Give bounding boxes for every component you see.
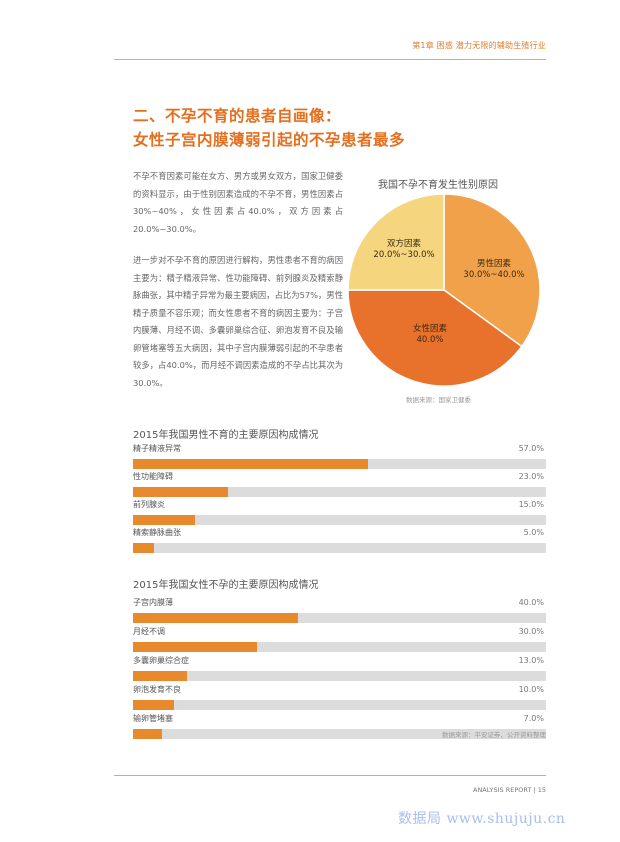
female-bar-track <box>133 642 546 652</box>
female-bar-label: 输卵管堵塞 <box>133 714 173 723</box>
male-bar-track <box>133 515 546 525</box>
pie-chart-title: 我国不孕不育发生性别原因 <box>378 180 498 191</box>
female-bar-value: 13.0% <box>518 656 544 665</box>
pie-slice-2 <box>347 193 445 291</box>
male-bar-track <box>133 459 546 469</box>
section-title-line1: 二、不孕不育的患者自画像： <box>133 107 342 125</box>
male-bar-item: 精子精液异常 57.0% <box>133 443 546 469</box>
female-bar-track <box>133 671 546 681</box>
intro-paragraph: 不孕不育因素可能在女方、男方或男女双方，国家卫健委的资料显示，由于性别因素造成的… <box>133 171 343 234</box>
male-bar-item: 精索静脉曲张 5.0% <box>133 527 546 553</box>
male-bar-fill <box>133 487 228 497</box>
pie-label-male-value: 30.0%~40.0% <box>463 270 525 280</box>
female-bar-track <box>133 700 546 710</box>
pie-slice-0 <box>443 193 541 348</box>
bar-source: 数据来源：平安证券、公开资料整理 <box>442 731 546 739</box>
female-bar-label: 子宫内膜薄 <box>133 598 173 607</box>
pie-source: 数据来源：国家卫健委 <box>406 396 471 404</box>
female-bar-fill <box>133 642 257 652</box>
analysis-paragraph: 进一步对不孕不育的原因进行解构，男性患者不育的病因主要为：精子精液异常、性功能障… <box>133 255 343 388</box>
female-bar-item: 月经不调 30.0% <box>133 626 546 652</box>
pie-label-male-name: 男性因素 <box>476 259 511 269</box>
male-bar-fill <box>133 543 154 553</box>
male-bar-value: 23.0% <box>518 472 544 481</box>
pie-label-female-name: 女性因素 <box>412 324 447 334</box>
footer-divider <box>114 775 546 776</box>
watermark: 数据局 www.shujuju.cn <box>398 811 566 827</box>
pie-label-female-value: 40.0% <box>416 335 444 345</box>
male-bar-fill <box>133 459 369 469</box>
female-bars-title: 2015年我国女性不孕的主要原因构成情况 <box>133 580 319 591</box>
pie-label-both-name: 双方因素 <box>386 239 421 249</box>
pie-chart: 男性因素 30.0%~40.0% 女性因素 40.0% 双方因素 20.0%~3… <box>346 192 542 388</box>
male-bar-label: 前列腺炎 <box>133 500 165 509</box>
pie-label-both: 双方因素 20.0%~30.0% <box>368 239 440 261</box>
footer-page-info: ANALYSIS REPORT | 15 <box>473 786 546 794</box>
chapter-header: 第1章 困惑 潜力无限的辅助生殖行业 <box>412 41 546 50</box>
pie-label-female: 女性因素 40.0% <box>394 324 466 346</box>
male-bar-item: 性功能障碍 23.0% <box>133 471 546 497</box>
male-bar-label: 精子精液异常 <box>133 444 181 453</box>
male-bar-fill <box>133 515 195 525</box>
male-bar-value: 15.0% <box>518 500 544 509</box>
male-bar-track <box>133 487 546 497</box>
female-bar-value: 7.0% <box>523 714 544 723</box>
female-bar-label: 卵泡发育不良 <box>133 685 181 694</box>
pie-label-both-value: 20.0%~30.0% <box>373 250 435 260</box>
female-bar-track <box>133 613 546 623</box>
female-bar-label: 月经不调 <box>133 627 165 636</box>
female-bar-item: 卵泡发育不良 10.0% <box>133 684 546 710</box>
header-divider <box>114 59 546 60</box>
male-bars-title: 2015年我国男性不育的主要原因构成情况 <box>133 430 319 441</box>
female-bar-label: 多囊卵巢综合症 <box>133 656 189 665</box>
female-bar-value: 30.0% <box>518 627 544 636</box>
pie-slice-1 <box>347 289 523 387</box>
male-bar-value: 5.0% <box>523 528 544 537</box>
female-bar-item: 输卵管堵塞 7.0% <box>133 713 546 739</box>
female-bar-value: 10.0% <box>518 685 544 694</box>
pie-label-male: 男性因素 30.0%~40.0% <box>458 259 530 281</box>
female-bar-item: 子宫内膜薄 40.0% <box>133 597 546 623</box>
male-bar-label: 精索静脉曲张 <box>133 528 181 537</box>
female-bar-fill <box>133 729 162 739</box>
male-bar-value: 57.0% <box>518 444 544 453</box>
section-title-line2: 女性子宫内膜薄弱引起的不孕患者最多 <box>133 131 406 149</box>
female-bar-fill <box>133 671 187 681</box>
female-bar-value: 40.0% <box>518 598 544 607</box>
male-bar-label: 性功能障碍 <box>133 472 173 481</box>
male-bar-track <box>133 543 546 553</box>
female-bar-track <box>133 729 546 739</box>
male-bar-item: 前列腺炎 15.0% <box>133 499 546 525</box>
female-bar-fill <box>133 700 175 710</box>
female-bar-item: 多囊卵巢综合症 13.0% <box>133 655 546 681</box>
female-bar-fill <box>133 613 299 623</box>
